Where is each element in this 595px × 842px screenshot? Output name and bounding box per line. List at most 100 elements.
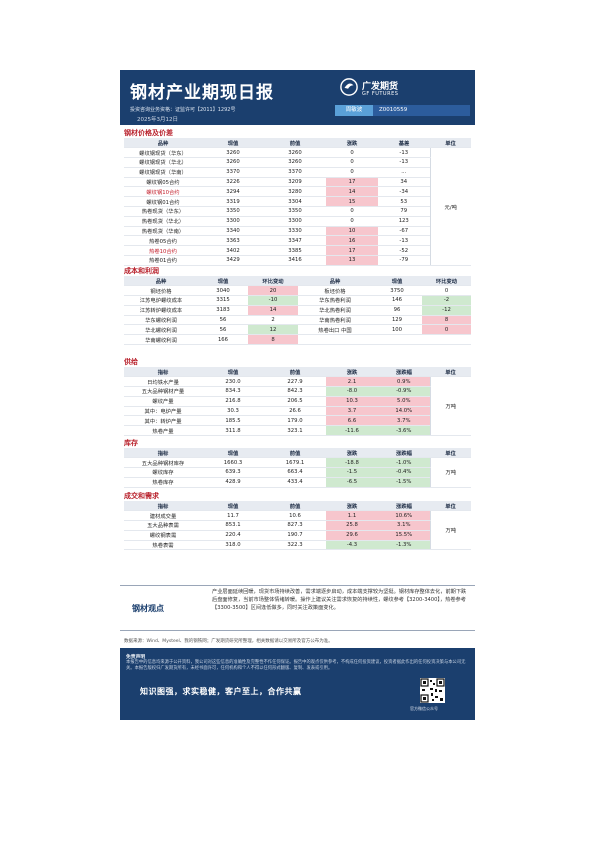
table-cell: 179.0 <box>264 415 326 427</box>
table-cell: 146 <box>372 295 422 306</box>
table-cell: -13 <box>378 235 430 247</box>
table-cell: -6.5 <box>326 477 378 488</box>
table-cell: 热卷05合约 <box>124 235 202 247</box>
table-cell: 华南热卷利润 <box>298 315 372 326</box>
table-cell: 板坯价格 <box>298 285 372 297</box>
table-cell: 2.1 <box>326 376 378 388</box>
table-row: 热卷表需 318.0 322.3 -4.3 -1.3% <box>124 540 471 551</box>
table-cell: 30.3 <box>202 406 264 417</box>
section-title-cost: 成本和利润 <box>124 267 159 275</box>
analyst-license: Z0010559 <box>379 107 408 113</box>
disclaimer-title: 免责声明 <box>126 655 146 660</box>
table-cell: -34 <box>378 186 430 198</box>
table-cell: 日均铁水产量 <box>124 376 202 388</box>
column-header: 品种 <box>124 138 202 149</box>
table-row: 螺纹产量 216.8 206.5 10.3 5.0% <box>124 396 471 407</box>
column-header: 现值 <box>372 276 422 287</box>
table-row: 螺纹钢10合约 3294 3280 14 -34 <box>124 186 471 198</box>
column-header: 涨跌幅 <box>378 448 430 459</box>
table-row: 螺纹钢现货（华南） 3370 3370 0... <box>124 167 471 178</box>
table-cell: 25.8 <box>326 520 378 531</box>
table-cell: 0 <box>326 147 378 159</box>
table-cell: 8 <box>248 334 298 346</box>
table-cell: 827.3 <box>264 520 326 531</box>
unit-cell: 万吨 <box>429 510 471 551</box>
column-header: 指标 <box>124 367 202 378</box>
table-cell: 热卷产量 <box>124 425 202 437</box>
table-cell: 3304 <box>264 196 326 208</box>
license-text: 投资咨询业务资格：证监许可【2011】1292号 <box>130 107 236 113</box>
table-row: 热卷现货（华南） 3340 3330 10 -67 <box>124 226 471 237</box>
table-cell: 3385 <box>264 245 326 257</box>
table-cell: 螺纹钢表需 <box>124 530 202 541</box>
column-header: 前值 <box>264 448 326 459</box>
table-cell: 3300 <box>202 216 264 227</box>
table-cell: 3.7% <box>378 415 430 427</box>
table-cell: -3.6% <box>378 425 430 437</box>
table-cell: 1.1 <box>326 510 378 522</box>
header-row: 指标 现值 前值 涨跌 涨跌幅 单位 <box>124 448 471 459</box>
table-cell: -12 <box>422 305 471 316</box>
table-cell: 华南螺纹利润 <box>124 334 198 346</box>
table-cell: 0 <box>326 157 378 168</box>
logo-en-text: GF FUTURES <box>362 91 399 97</box>
table-cell: 3350 <box>202 206 264 217</box>
table-cell: 2 <box>248 315 298 326</box>
table-cell: 3402 <box>202 245 264 257</box>
table-cell: 3209 <box>264 177 326 188</box>
table-cell: -52 <box>378 245 430 257</box>
table-cell: -10 <box>248 295 298 306</box>
table-row: 螺纹钢05合约 3226 3209 17 34 <box>124 177 471 188</box>
column-header: 现值 <box>198 276 248 287</box>
table-cell: 热卷10合约 <box>124 245 202 257</box>
table-cell: 11.7 <box>202 510 264 522</box>
table-cell: -18.8 <box>326 457 378 469</box>
column-header: 单位 <box>430 367 471 378</box>
logo-cn-text: 广发期货 <box>362 82 399 92</box>
table-cell: 3260 <box>264 157 326 168</box>
table-cell: 五大品种钢材产量 <box>124 386 202 397</box>
unit-cell: 万吨 <box>429 376 471 437</box>
table-cell: 323.1 <box>264 425 326 437</box>
section-title-price: 钢材价格及价差 <box>124 129 173 137</box>
table-cell <box>298 334 372 346</box>
table-cell: 0.9% <box>378 376 430 388</box>
table-cell: -1.0% <box>378 457 430 469</box>
table-cell: 螺纹钢现货（华南） <box>124 167 202 178</box>
table-cell: 123 <box>378 216 430 227</box>
table-cell: 29.6 <box>326 530 378 541</box>
header-row: 指标 现值 前值 涨跌 涨跌幅 单位 <box>124 501 471 512</box>
table-row: 江苏转炉螺纹成本 3183 14 华北热卷利润 96 -12 <box>124 305 471 316</box>
table-cell: 206.5 <box>264 396 326 407</box>
table-cell: 3.7 <box>326 406 378 417</box>
table-cell: -13 <box>378 147 430 159</box>
table-cell: 12 <box>248 324 298 336</box>
table-row: 五大品种钢材库存 1660.3 1679.1 -18.8 -1.0% 万吨 <box>124 457 471 488</box>
table-cell: 0 <box>326 167 378 178</box>
table-cell: 220.4 <box>202 530 264 541</box>
table-cell: -1.3% <box>378 540 430 551</box>
table-row: 华南螺纹利润 166 8 <box>124 334 471 346</box>
cost-table: 品种 现值 环比变动 品种 现值 环比变动 钢坯价格 3040 20 板坯价格 3750 0 江苏电炉螺… <box>124 276 471 346</box>
column-header: 品种 <box>298 276 372 287</box>
table-cell: 227.9 <box>264 376 326 388</box>
table-row: 日均铁水产量 230.0 227.9 2.1 0.9% 万吨 <box>124 376 471 437</box>
table-cell: 428.9 <box>202 477 264 488</box>
trade-table: 指标 现值 前值 涨跌 涨跌幅 单位 建材成交量 11.7 10.6 1.1 10.6% 万吨 五大品种… <box>124 501 471 551</box>
table-row: 华东螺纹利润 56 2 华南热卷利润 129 8 <box>124 315 471 326</box>
table-cell: 1679.1 <box>264 457 326 469</box>
column-header: 涨跌幅 <box>378 367 430 378</box>
table-row: 华北螺纹利润 56 12 热卷出口 中国 100 0 <box>124 324 471 336</box>
table-cell: 热卷现货（华北） <box>124 216 202 227</box>
table-cell: 639.3 <box>202 467 264 478</box>
table-row: 热卷现货（华北） 3300 3300 0 123 <box>124 216 471 227</box>
table-cell: -1.5 <box>326 467 378 478</box>
view-text: 产业层面延续回暖，现货市场持续改善，需求端逐步启动，成本端支撑较为坚挺。钢材库存… <box>212 589 467 611</box>
table-cell: 15.5% <box>378 530 430 541</box>
column-header: 涨跌 <box>326 138 378 149</box>
table-cell: 华东热卷利润 <box>298 295 372 306</box>
table-cell: 3300 <box>264 216 326 227</box>
table-cell: 0 <box>422 324 471 336</box>
table-cell: 14 <box>248 305 298 316</box>
table-cell: 10 <box>326 226 378 237</box>
